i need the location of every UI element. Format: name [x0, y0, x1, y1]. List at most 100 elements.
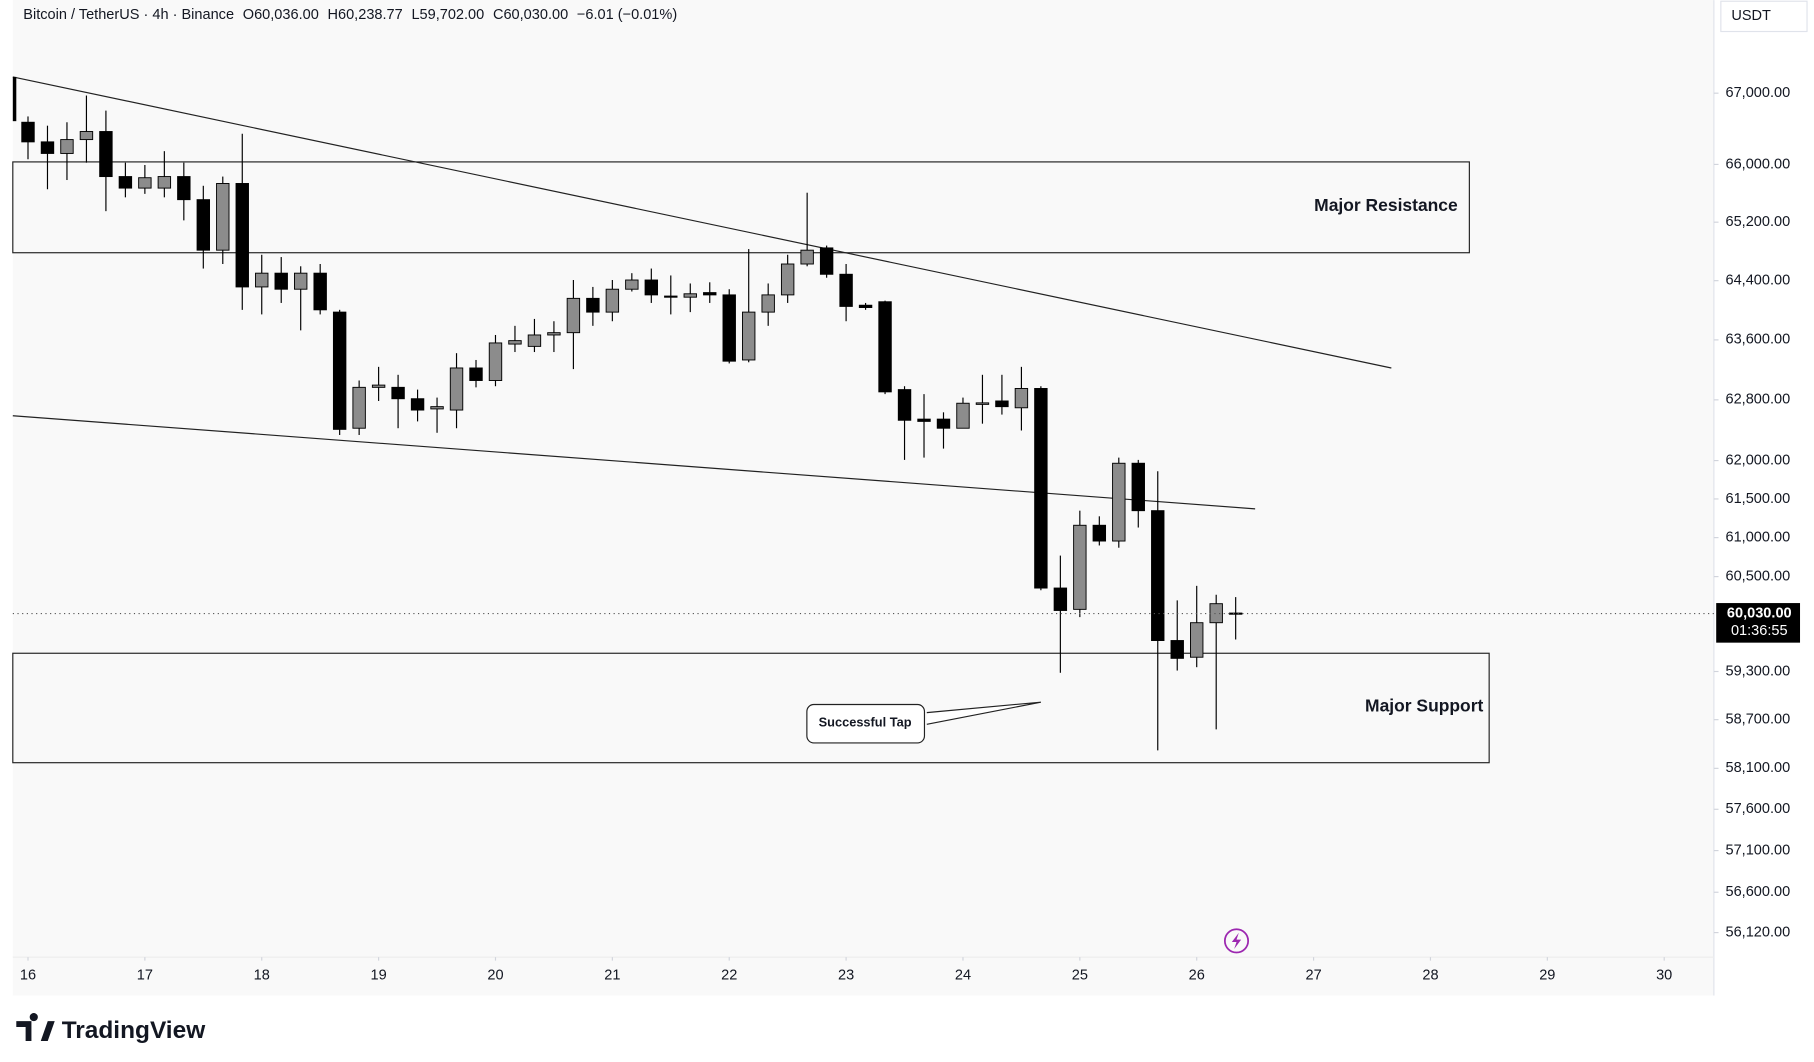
x-tick-label: 30: [1656, 968, 1672, 984]
candle-body: [118, 176, 133, 189]
y-tick-label: 61,000.00: [1726, 529, 1791, 545]
alert-icon[interactable]: [1223, 928, 1250, 954]
candle-body: [858, 304, 873, 308]
support-zone: [12, 652, 1490, 764]
candle-body: [1151, 510, 1165, 641]
plot-area: [12, 0, 1714, 996]
resistance-zone: [12, 161, 1470, 254]
annotation: Major Resistance: [1314, 195, 1458, 215]
candle-body: [235, 183, 249, 288]
candle-body: [547, 332, 561, 336]
y-tick-label: 62,800.00: [1726, 392, 1791, 408]
candle-body: [586, 297, 600, 313]
candle-body: [1073, 524, 1087, 610]
candle-body: [1112, 462, 1126, 542]
callout-pointer: [926, 701, 1042, 725]
candle-body: [742, 311, 756, 361]
candle-body: [878, 301, 892, 393]
candle-body: [177, 176, 191, 201]
x-tick-label: 19: [371, 968, 387, 984]
x-tick-label: 24: [955, 968, 971, 984]
candle-body: [956, 402, 970, 429]
candle-body: [1131, 462, 1145, 512]
candle-body: [703, 292, 717, 296]
x-tick-label: 17: [137, 968, 153, 984]
candle-body: [1014, 388, 1029, 409]
currency-box[interactable]: [1720, 0, 1808, 33]
candle-body: [40, 141, 55, 154]
candle-body: [79, 131, 94, 141]
candle-body: [1092, 524, 1107, 542]
candle-body: [800, 249, 814, 265]
candle-body: [839, 273, 853, 307]
ohlc-change: −6.01 (−0.01%): [577, 7, 677, 23]
candle-body: [352, 386, 366, 429]
candle-body: [332, 311, 347, 430]
candle-body: [566, 297, 581, 334]
candle-body: [819, 247, 834, 275]
candle-body: [1209, 603, 1223, 624]
y-tick-label: 62,000.00: [1726, 452, 1791, 468]
y-tick-label: 64,400.00: [1726, 273, 1791, 289]
candles: [21, 95, 1243, 751]
candle-body: [1228, 612, 1243, 615]
currency: USDT: [1731, 8, 1771, 24]
y-tick-label: 57,600.00: [1726, 801, 1791, 817]
candle-body: [664, 295, 678, 298]
candle-body: [1053, 587, 1068, 611]
candle-body: [99, 131, 113, 178]
annotation: Major Support: [1365, 695, 1483, 715]
candle-body: [60, 139, 74, 154]
candle-body: [216, 183, 230, 251]
candle-body: [274, 272, 288, 290]
y-tick-label: 56,120.00: [1726, 924, 1791, 940]
y-tick-label: 59,300.00: [1726, 663, 1791, 679]
x-tick-label: 18: [254, 968, 270, 984]
candle-body: [605, 288, 620, 313]
candle-body: [780, 263, 795, 296]
y-tick-label: 58,700.00: [1726, 712, 1791, 728]
brand: TradingView: [62, 1017, 206, 1044]
candle-body: [761, 294, 775, 313]
candle-body: [1034, 388, 1048, 589]
trendline: [12, 415, 1256, 510]
candle-body: [683, 293, 697, 298]
candle-body: [138, 177, 152, 189]
y-tick-label: 60,500.00: [1726, 568, 1791, 584]
x-tick-label: 22: [721, 968, 737, 984]
partial-candle: [12, 76, 17, 122]
candle-body: [313, 272, 327, 311]
y-tick-label: 57,100.00: [1726, 842, 1791, 858]
candle-body: [897, 389, 912, 421]
candle-body: [625, 279, 639, 290]
candle-body: [1170, 640, 1184, 659]
candle-body: [391, 386, 405, 400]
ohlc-low: L59,702.00: [411, 7, 484, 23]
x-tick-label: 20: [487, 968, 503, 984]
candle-body: [1190, 622, 1204, 658]
candle-body: [449, 367, 464, 411]
price-axis: [1713, 0, 1814, 996]
candle-body: [975, 402, 990, 405]
candle-body: [722, 294, 736, 362]
y-tick-label: 67,000.00: [1726, 85, 1791, 101]
candle-body: [294, 272, 308, 290]
candle-body: [508, 340, 522, 345]
candle-body: [936, 418, 951, 429]
candle-body: [21, 121, 35, 143]
x-tick-label: 29: [1539, 968, 1555, 984]
annotation: Successful Tap: [819, 714, 912, 729]
y-tick-label: 61,500.00: [1726, 491, 1791, 507]
current-price-box: [1716, 603, 1801, 643]
candle-body: [371, 384, 386, 388]
symbol: Bitcoin / TetherUS · 4h · Binance: [23, 7, 234, 23]
brand-logo: [16, 1013, 55, 1041]
candle-body: [644, 279, 659, 296]
x-tick-label: 28: [1422, 968, 1438, 984]
x-tick-label: 21: [604, 968, 620, 984]
candle-body: [157, 176, 172, 189]
candle-body: [995, 400, 1009, 408]
current-price-label: 60,030.00: [1727, 605, 1792, 621]
ohlc-high: H60,238.77: [328, 7, 403, 23]
